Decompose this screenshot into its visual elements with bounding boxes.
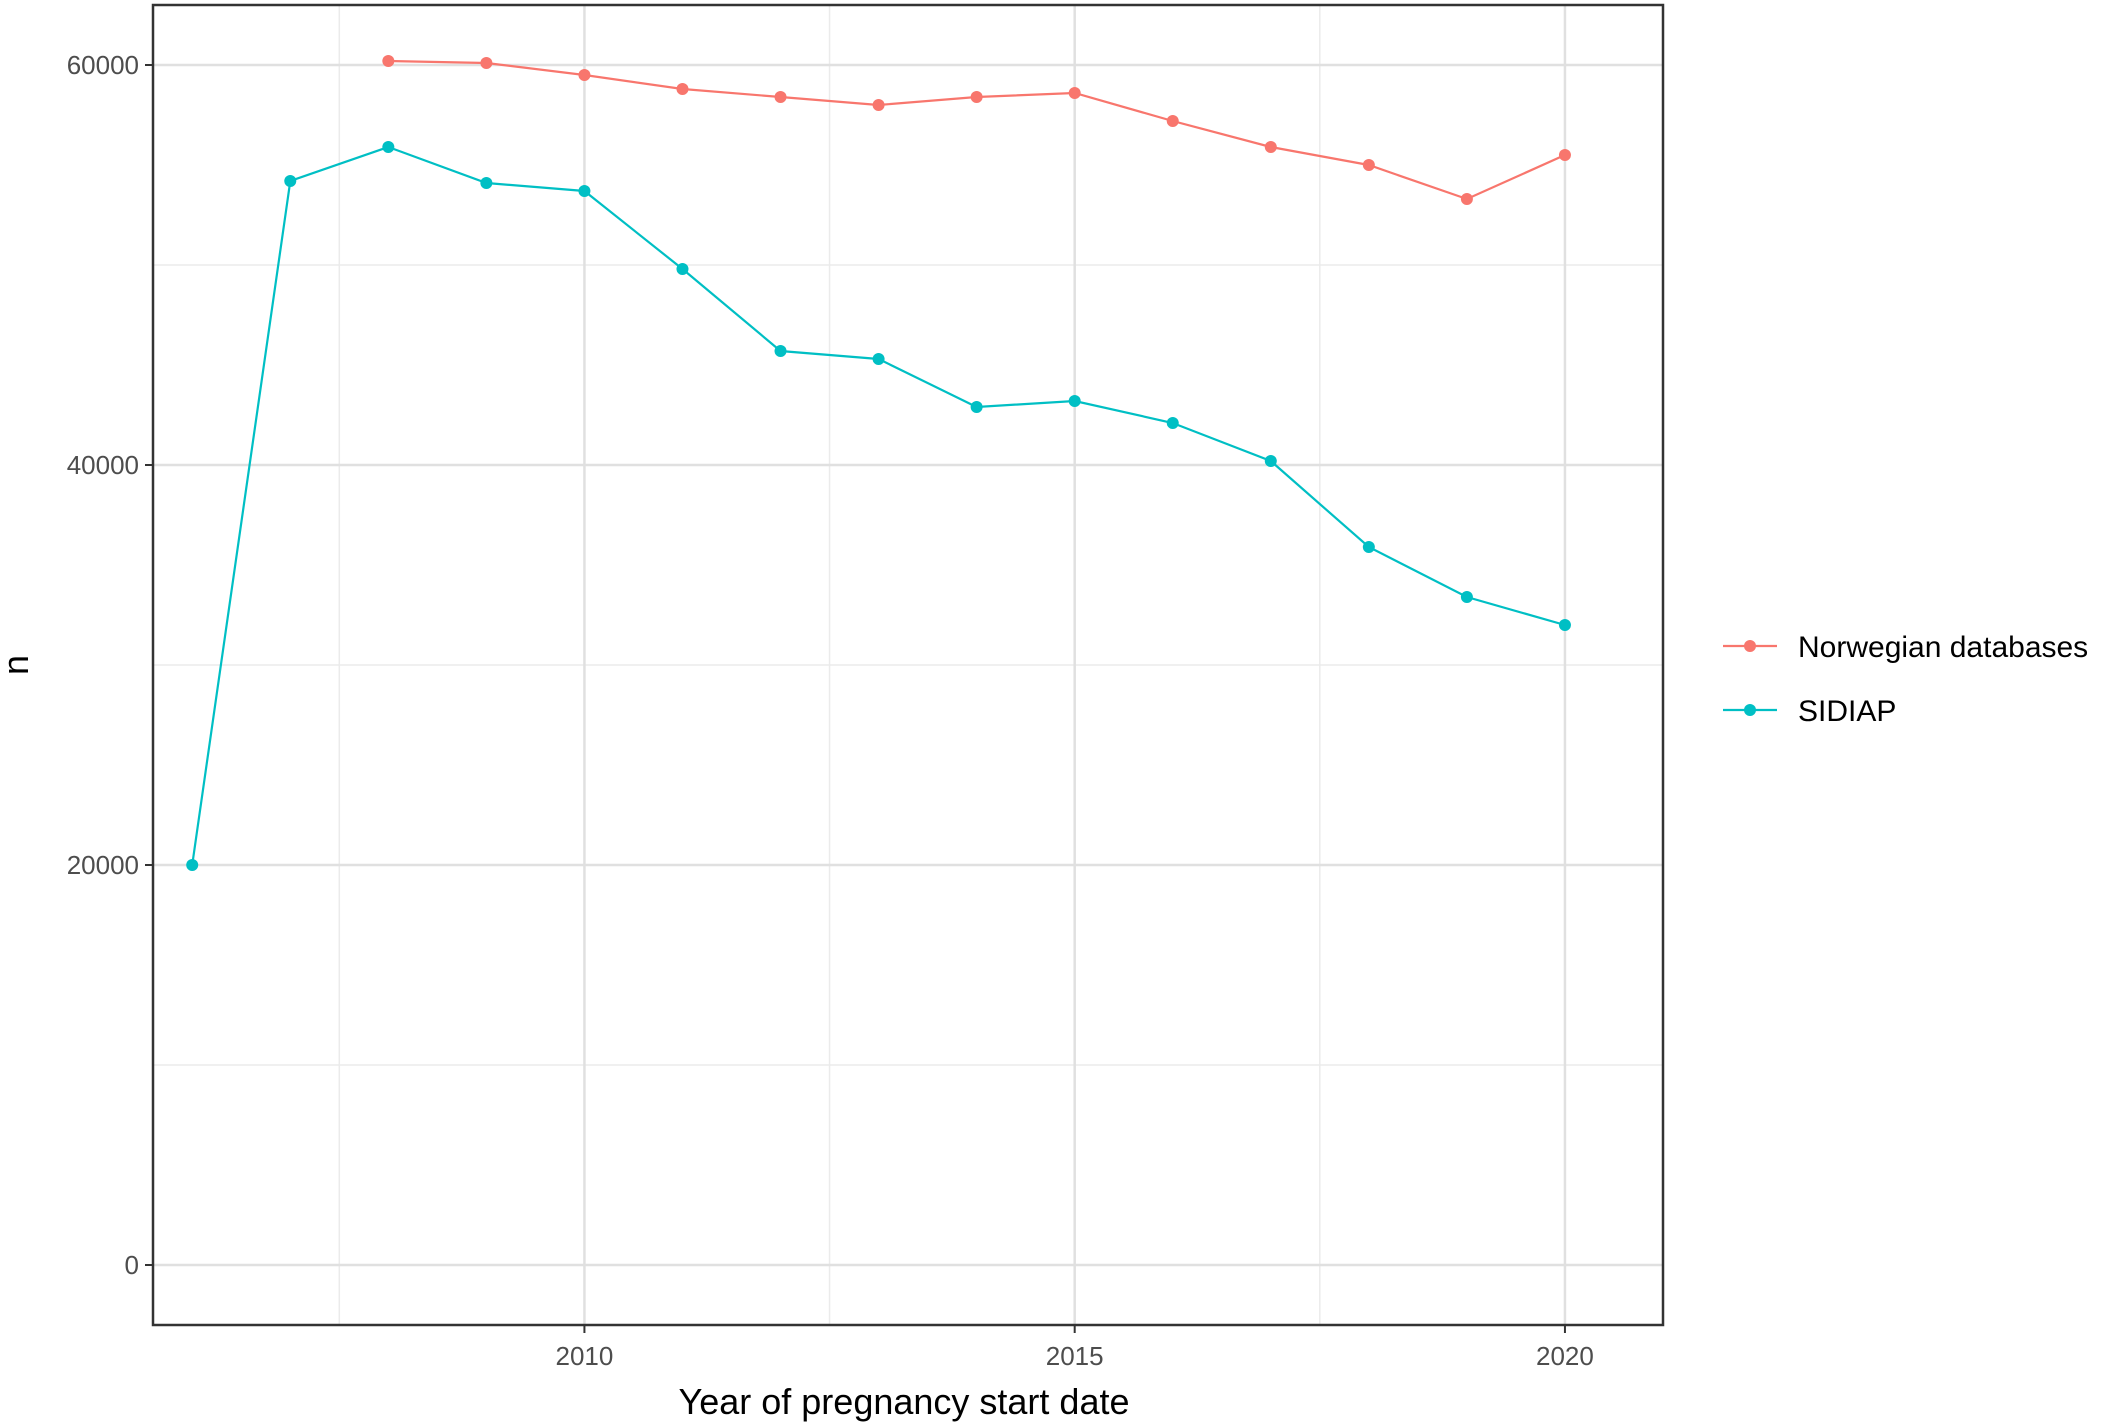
y-tick-label: 40000 bbox=[67, 450, 139, 480]
data-point bbox=[872, 99, 885, 111]
data-point bbox=[1166, 417, 1179, 429]
data-point bbox=[774, 91, 787, 103]
legend: Norwegian databases SIDIAP bbox=[1723, 631, 2088, 728]
data-point bbox=[1166, 115, 1179, 127]
data-point bbox=[578, 185, 591, 197]
series-layer bbox=[186, 55, 1571, 871]
data-point bbox=[1264, 141, 1277, 153]
data-point bbox=[1362, 159, 1375, 171]
legend-item: SIDIAP bbox=[1723, 695, 1896, 728]
data-point bbox=[1068, 87, 1081, 99]
data-point bbox=[1558, 149, 1571, 161]
x-axis-title: Year of pregnancy start date bbox=[679, 1381, 1130, 1422]
data-point bbox=[578, 69, 591, 81]
data-point bbox=[382, 55, 395, 67]
data-point bbox=[970, 401, 983, 413]
data-point bbox=[480, 177, 493, 189]
x-tick-label: 2015 bbox=[1046, 1341, 1104, 1371]
data-point bbox=[1558, 619, 1571, 631]
grid-lines bbox=[153, 5, 1663, 1325]
y-tick-label: 20000 bbox=[67, 850, 139, 880]
legend-key-point bbox=[1744, 704, 1756, 716]
data-point bbox=[970, 91, 983, 103]
x-tick-label: 2010 bbox=[556, 1341, 614, 1371]
y-tick-label: 60000 bbox=[67, 50, 139, 80]
data-point bbox=[1362, 541, 1375, 553]
data-point bbox=[872, 353, 885, 365]
data-point bbox=[1460, 193, 1473, 205]
x-axis-ticks: 2010 2015 2020 bbox=[556, 1325, 1594, 1371]
x-tick-label: 2020 bbox=[1536, 1341, 1594, 1371]
legend-label: Norwegian databases bbox=[1798, 631, 2088, 664]
legend-key-point bbox=[1744, 640, 1756, 652]
y-tick-label: 0 bbox=[125, 1250, 139, 1280]
data-point bbox=[284, 175, 297, 187]
y-axis-ticks: 0 20000 40000 60000 bbox=[67, 50, 153, 1280]
data-point bbox=[1460, 591, 1473, 603]
data-point bbox=[1068, 395, 1081, 407]
data-point bbox=[774, 345, 787, 357]
legend-label: SIDIAP bbox=[1798, 695, 1896, 728]
series-1 bbox=[382, 55, 1571, 205]
data-point bbox=[1264, 455, 1277, 467]
plot-panel-border bbox=[151, 3, 1665, 1327]
data-point bbox=[382, 141, 395, 153]
series-2 bbox=[186, 141, 1571, 871]
data-point bbox=[676, 83, 689, 95]
data-point bbox=[480, 57, 493, 69]
data-point bbox=[676, 263, 689, 275]
legend-item: Norwegian databases bbox=[1723, 631, 2088, 664]
data-point bbox=[186, 859, 199, 871]
y-axis-title: n bbox=[0, 655, 36, 675]
